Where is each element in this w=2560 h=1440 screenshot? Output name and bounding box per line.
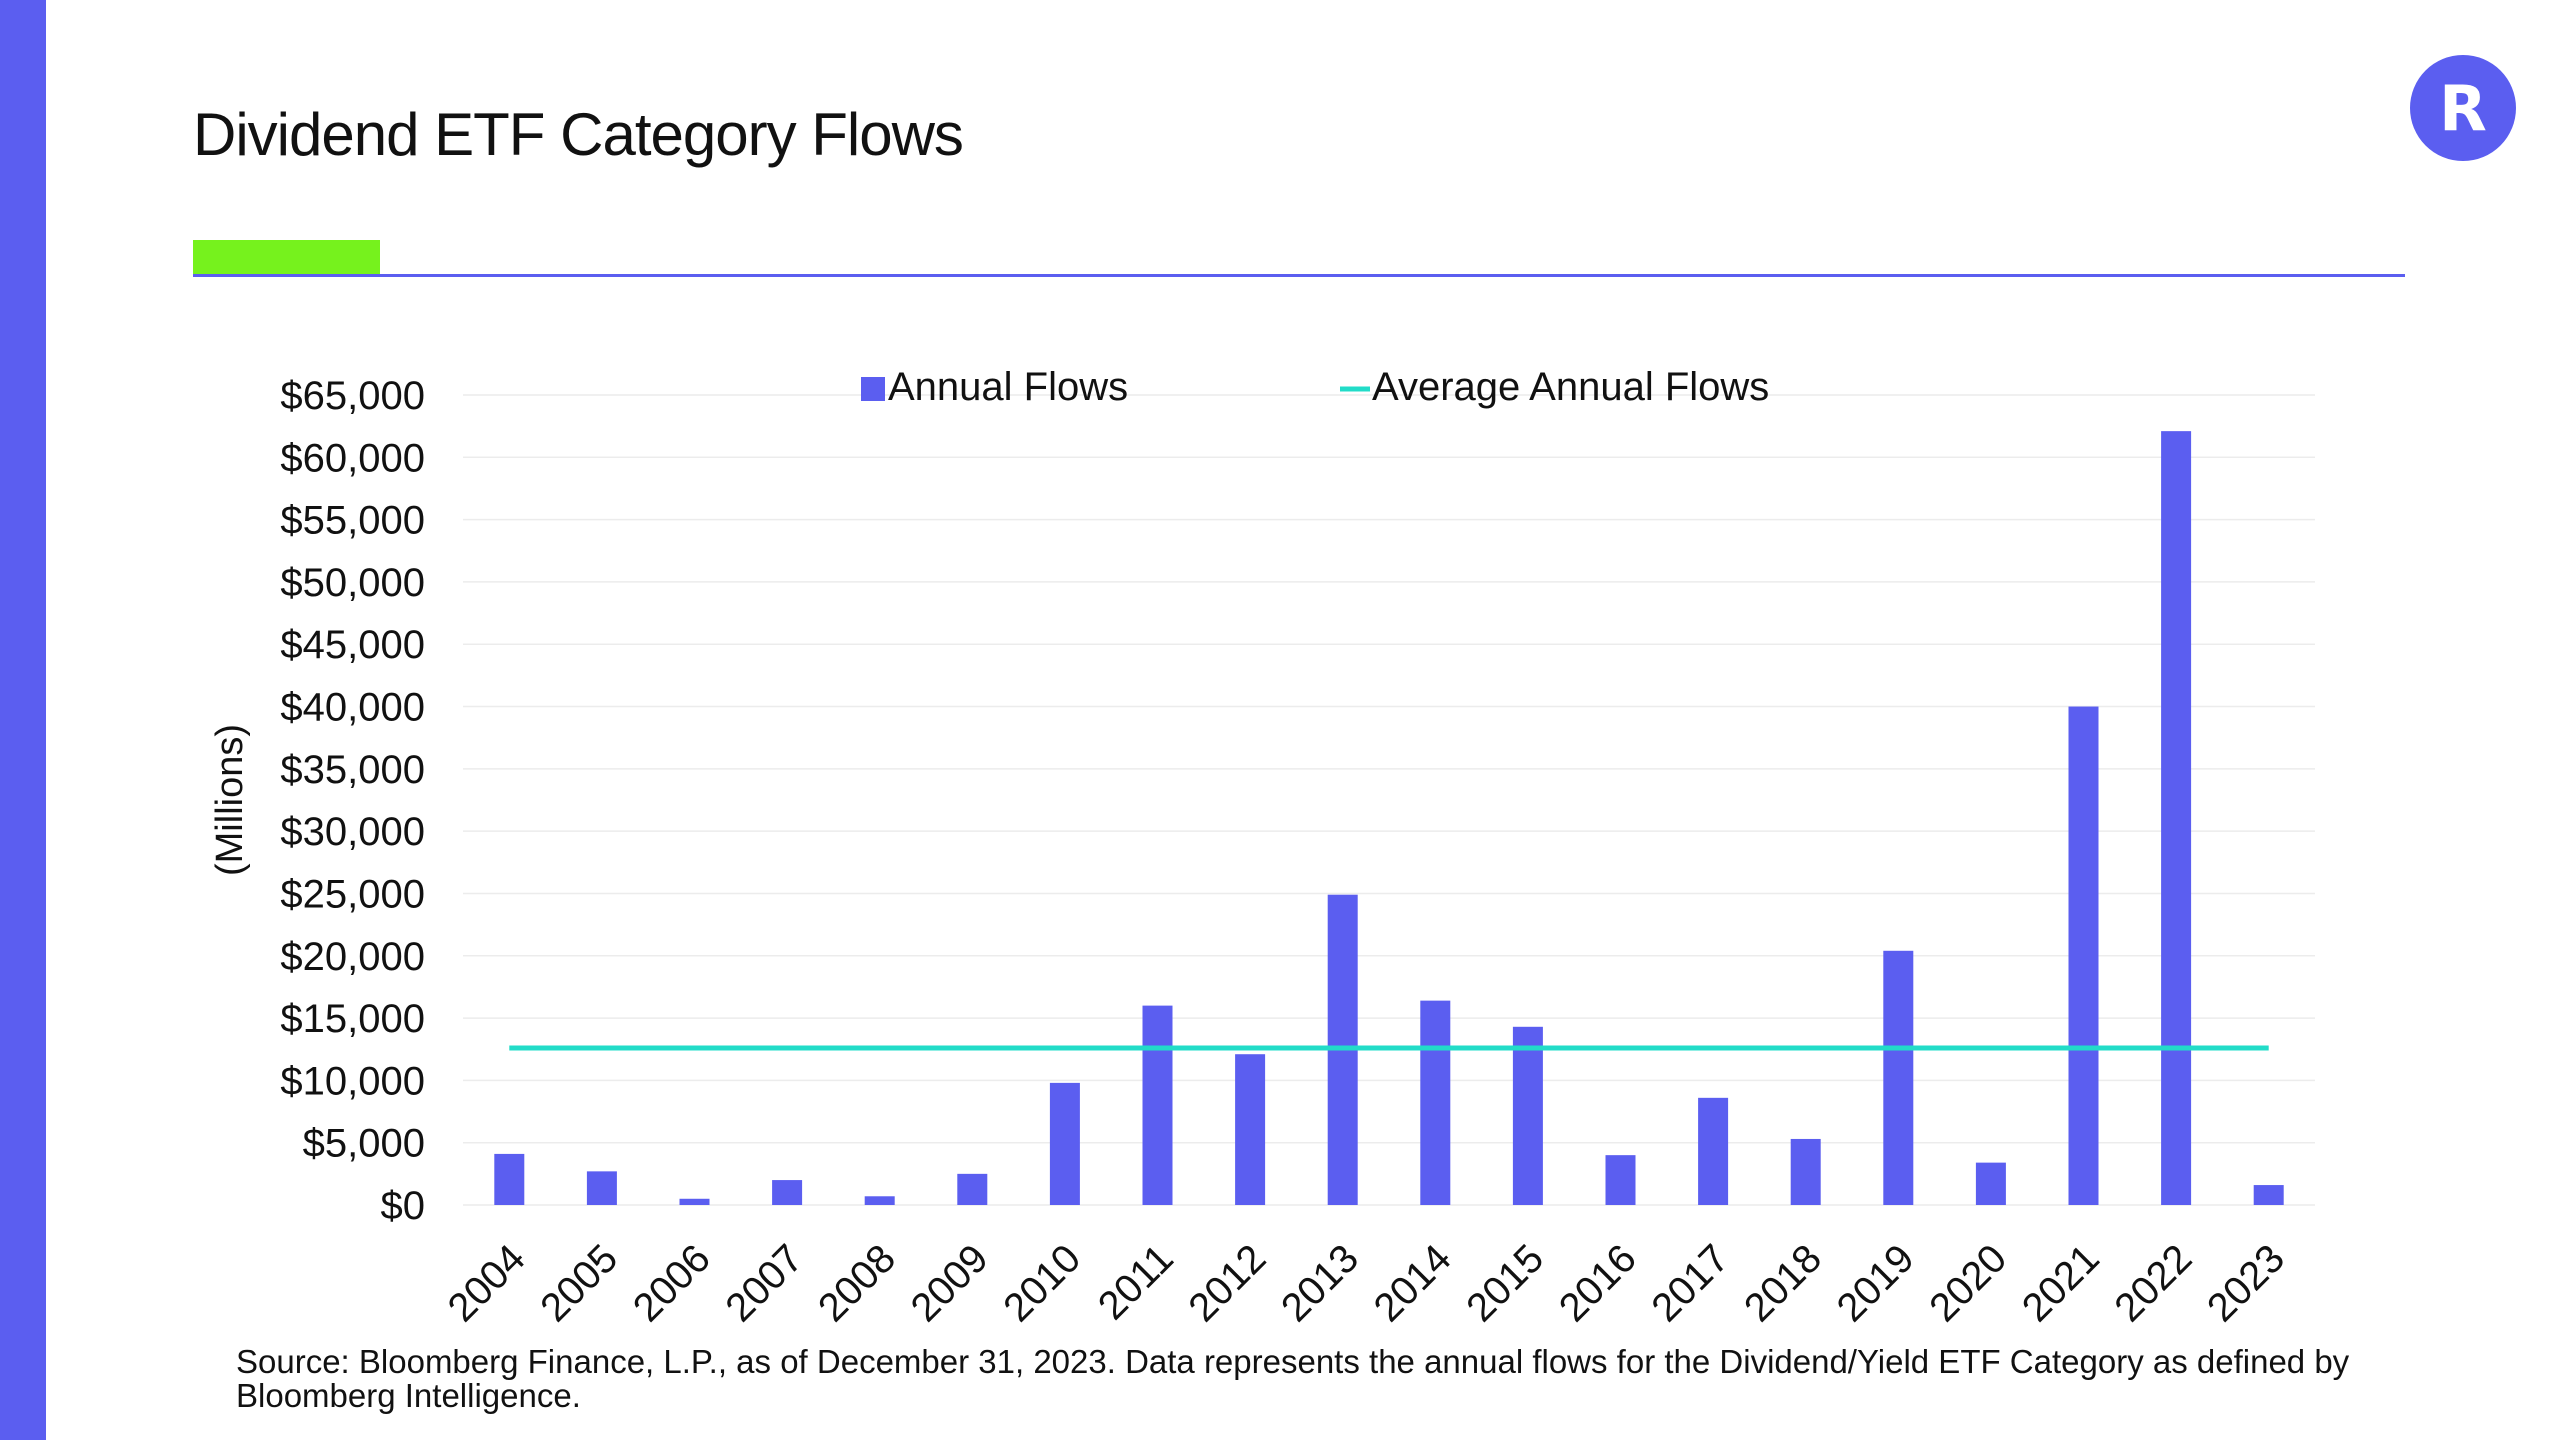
bar-2011 — [1142, 1005, 1173, 1205]
y-tick-label: $35,000 — [280, 748, 425, 792]
x-tick-label: 2007 — [717, 1236, 811, 1330]
bar-2004 — [494, 1153, 525, 1205]
page-title: Dividend ETF Category Flows — [193, 101, 964, 168]
title-divider-line — [193, 274, 2405, 277]
x-tick-label: 2018 — [1736, 1236, 1830, 1330]
legend-label-average-flows: Average Annual Flows — [1372, 365, 1769, 409]
x-tick-label: 2005 — [532, 1236, 626, 1330]
y-tick-label: $15,000 — [280, 997, 425, 1041]
left-brand-bar — [0, 0, 46, 1440]
bar-2009 — [957, 1173, 988, 1205]
x-tick-label: 2020 — [1921, 1236, 2015, 1330]
x-tick-label: 2014 — [1366, 1236, 1460, 1330]
brand-logo: R — [2410, 55, 2516, 161]
flows-chart: $0 $5,000 $10,000 $15,000 $20,000 $25,000 $30,… — [209, 365, 2315, 1330]
title-accent-block — [193, 240, 380, 276]
y-tick-label: $60,000 — [280, 436, 425, 480]
y-tick-label: $65,000 — [280, 374, 425, 418]
bar-2006 — [679, 1198, 710, 1205]
x-tick-label: 2006 — [625, 1236, 719, 1330]
y-tick-label: $25,000 — [280, 872, 425, 916]
source-footnote: Source: Bloomberg Finance, L.P., as of D… — [236, 1343, 2350, 1414]
x-tick-label: 2009 — [903, 1236, 997, 1330]
bar-2012 — [1235, 1054, 1266, 1205]
x-tick-label: 2019 — [1829, 1236, 1923, 1330]
bar-2010 — [1049, 1082, 1080, 1205]
x-tick-label: 2008 — [810, 1236, 904, 1330]
x-tick-label: 2011 — [1090, 1236, 1182, 1328]
legend-label-annual-flows: Annual Flows — [888, 365, 1128, 409]
bar-2018 — [1790, 1138, 1821, 1205]
x-tick-label: 2016 — [1551, 1236, 1645, 1330]
bar-2017 — [1698, 1097, 1729, 1205]
y-tick-label: $55,000 — [280, 499, 425, 543]
legend-swatch-annual-flows — [861, 377, 885, 401]
bar-2005 — [586, 1171, 617, 1205]
bar-2015 — [1512, 1026, 1543, 1205]
bar-2019 — [1883, 950, 1914, 1205]
x-tick-label: 2023 — [2199, 1236, 2293, 1330]
x-tick-label: 2004 — [440, 1236, 534, 1330]
bar-2021 — [2068, 706, 2099, 1205]
bar-2023 — [2253, 1185, 2284, 1205]
bar-2008 — [864, 1196, 895, 1205]
bar-2007 — [772, 1180, 803, 1205]
x-tick-label: 2017 — [1643, 1236, 1737, 1330]
x-tick-label: 2015 — [1458, 1236, 1552, 1330]
y-axis-label: (Millions) — [209, 724, 251, 876]
x-tick-label: 2022 — [2106, 1236, 2200, 1330]
y-tick-label: $0 — [381, 1184, 426, 1228]
y-tick-label: $45,000 — [280, 623, 425, 667]
y-tick-label: $20,000 — [280, 935, 425, 979]
bar-2020 — [1975, 1162, 2006, 1205]
y-tick-label: $40,000 — [280, 686, 425, 730]
y-tick-label: $10,000 — [280, 1059, 425, 1103]
bar-2016 — [1605, 1155, 1636, 1205]
bar-2022 — [2161, 431, 2192, 1206]
y-tick-label: $50,000 — [280, 561, 425, 605]
x-tick-label: 2013 — [1273, 1236, 1367, 1330]
x-tick-label: 2010 — [995, 1236, 1089, 1330]
y-tick-label: $30,000 — [280, 810, 425, 854]
x-tick-label: 2021 — [2014, 1236, 2108, 1330]
bar-2014 — [1420, 1000, 1451, 1205]
y-tick-label: $5,000 — [303, 1122, 425, 1166]
x-tick-label: 2012 — [1180, 1236, 1274, 1330]
